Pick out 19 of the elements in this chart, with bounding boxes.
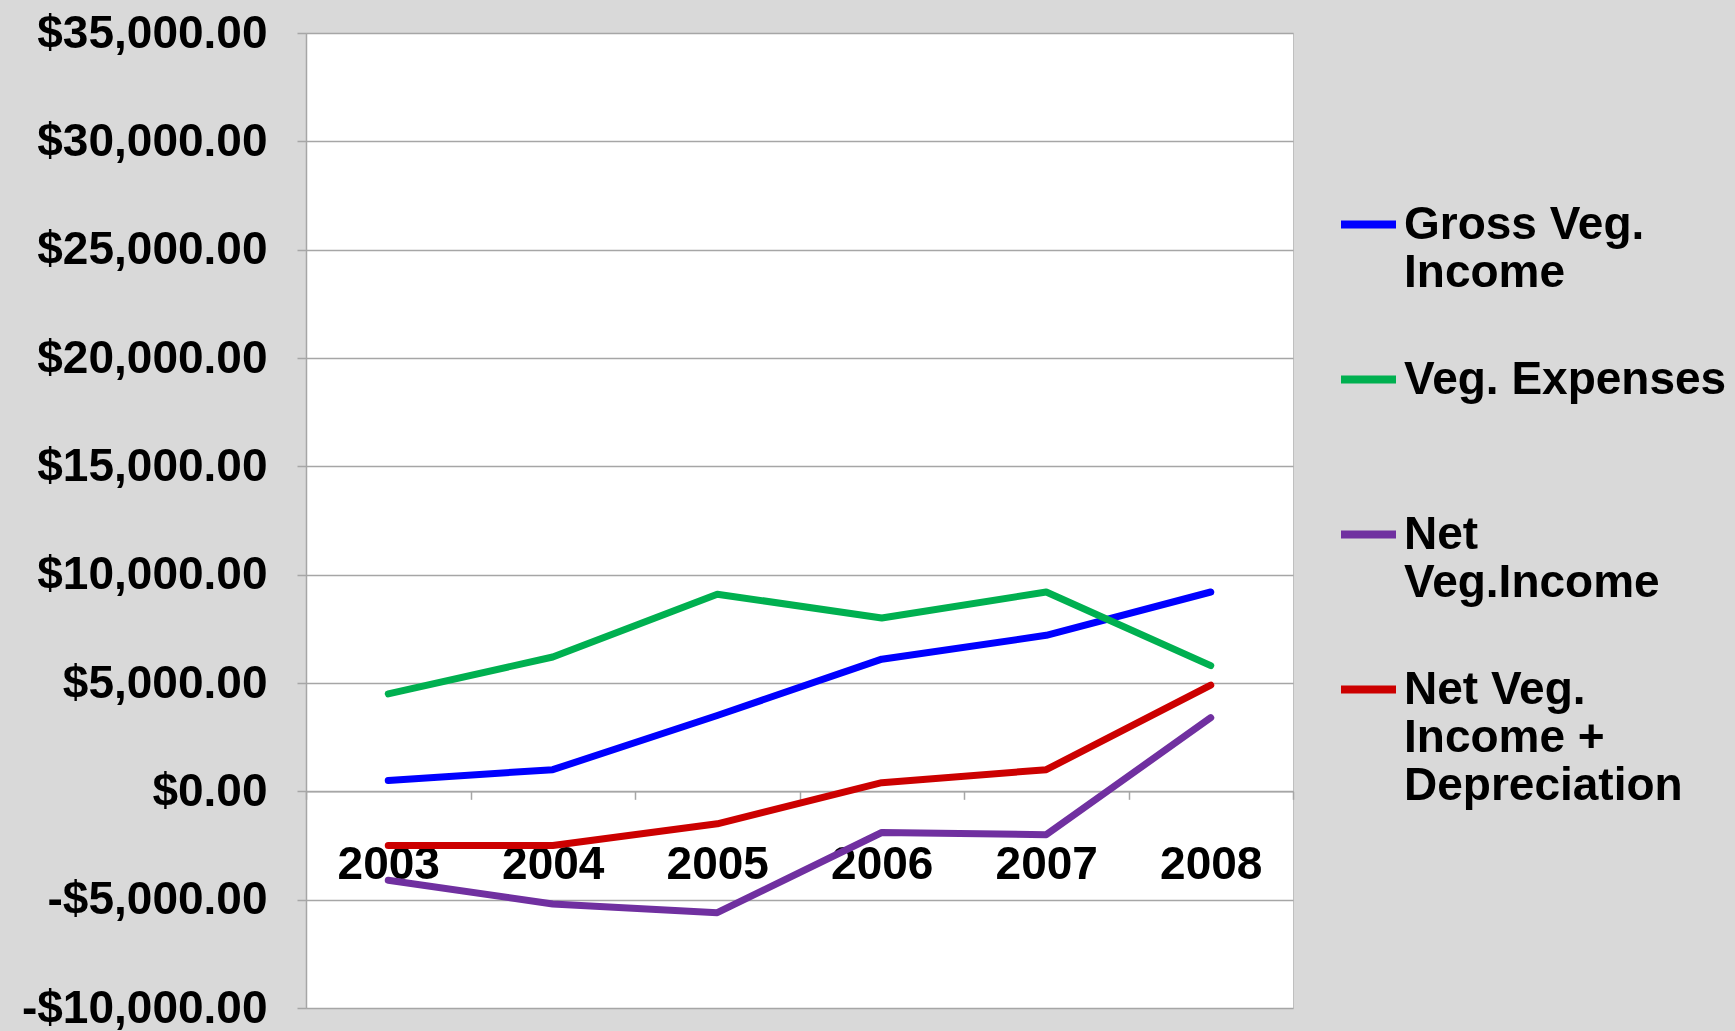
y-tick-label: $10,000.00 <box>37 547 268 600</box>
legend-label: Veg. Expenses <box>1404 351 1727 404</box>
y-tick-label: -$5,000.00 <box>47 872 268 925</box>
y-tick-label: $5,000.00 <box>62 655 268 708</box>
legend-label: Net Veg. Income + Depreciation <box>1404 661 1683 810</box>
legend-label: Net Veg.Income <box>1404 506 1660 607</box>
y-tick-label: $25,000.00 <box>37 222 268 275</box>
y-tick-label: $30,000.00 <box>37 113 268 166</box>
x-tick-label: 2007 <box>995 836 1098 889</box>
x-tick-label: 2003 <box>337 836 440 889</box>
x-tick-label: 2005 <box>666 836 769 889</box>
x-tick-label: 2004 <box>502 836 605 889</box>
x-tick-label: 2008 <box>1160 836 1263 889</box>
y-tick-label: $35,000.00 <box>37 5 268 58</box>
y-tick-label: $0.00 <box>152 763 268 816</box>
legend-label: Gross Veg. Income <box>1404 196 1645 297</box>
y-tick-label: $15,000.00 <box>37 438 268 491</box>
y-tick-label: -$10,000.00 <box>21 980 268 1031</box>
y-tick-label: $20,000.00 <box>37 330 268 383</box>
